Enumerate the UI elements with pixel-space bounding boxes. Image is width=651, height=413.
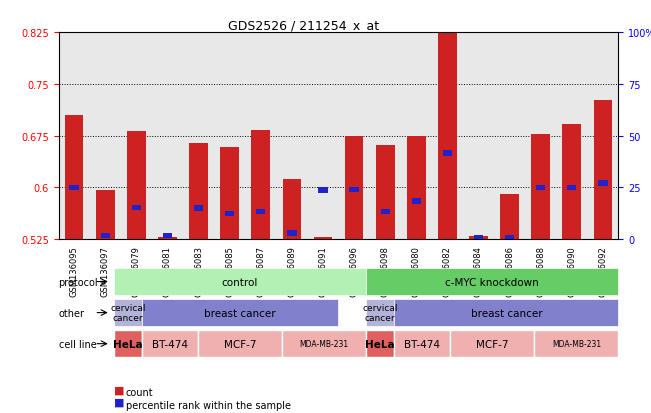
Bar — [531, 134, 550, 240]
Bar — [189, 143, 208, 240]
Text: breast cancer: breast cancer — [204, 308, 276, 318]
Bar — [132, 205, 141, 211]
Text: BT-474: BT-474 — [404, 339, 440, 349]
Text: count: count — [126, 387, 153, 397]
Bar — [283, 180, 301, 240]
Bar — [380, 209, 390, 215]
Bar — [225, 211, 234, 217]
Bar — [505, 235, 514, 241]
Text: c-MYC knockdown: c-MYC knockdown — [445, 277, 539, 287]
Bar — [376, 145, 395, 240]
Bar — [500, 195, 519, 240]
Bar — [256, 209, 266, 215]
Bar — [474, 235, 483, 241]
Bar — [536, 185, 546, 191]
Text: cervical
cancer: cervical cancer — [110, 303, 146, 323]
Text: other: other — [59, 308, 85, 318]
Text: MCF-7: MCF-7 — [476, 339, 508, 349]
Bar — [350, 187, 359, 193]
Bar — [96, 191, 115, 240]
Bar — [407, 136, 426, 240]
Bar — [594, 101, 612, 240]
Bar — [287, 230, 296, 236]
Bar — [194, 206, 203, 211]
Bar — [158, 237, 177, 240]
Text: percentile rank within the sample: percentile rank within the sample — [126, 400, 290, 410]
Bar — [65, 116, 83, 240]
Text: cell line: cell line — [59, 339, 96, 349]
Bar — [345, 136, 363, 240]
Text: control: control — [222, 277, 258, 287]
Text: ■: ■ — [114, 385, 124, 394]
Bar — [100, 233, 110, 239]
Bar — [70, 185, 79, 191]
Bar — [443, 151, 452, 156]
Bar — [251, 131, 270, 240]
Bar — [411, 199, 421, 204]
Bar — [469, 236, 488, 240]
Bar — [127, 131, 146, 240]
Text: BT-474: BT-474 — [152, 339, 188, 349]
Bar — [163, 233, 172, 239]
Text: cervical
cancer: cervical cancer — [363, 303, 398, 323]
Bar — [438, 19, 457, 240]
Bar — [567, 185, 576, 191]
Bar — [220, 148, 239, 240]
Bar — [318, 188, 327, 193]
Bar — [598, 181, 607, 187]
Text: HeLa: HeLa — [113, 339, 143, 349]
Text: MCF-7: MCF-7 — [224, 339, 256, 349]
Text: MDA-MB-231: MDA-MB-231 — [552, 339, 601, 348]
Text: GDS2526 / 211254_x_at: GDS2526 / 211254_x_at — [228, 19, 379, 31]
Text: breast cancer: breast cancer — [471, 308, 542, 318]
Text: MDA-MB-231: MDA-MB-231 — [299, 339, 349, 348]
Text: protocol: protocol — [59, 277, 98, 287]
Text: ■: ■ — [114, 397, 124, 407]
Bar — [562, 125, 581, 240]
Text: HeLa: HeLa — [365, 339, 395, 349]
Bar — [314, 237, 332, 240]
